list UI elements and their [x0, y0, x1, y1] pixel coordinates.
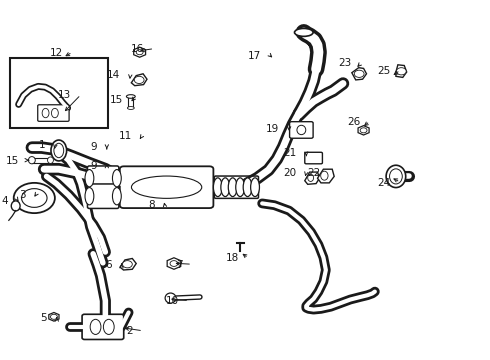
Text: 13: 13 [58, 90, 71, 100]
Text: 1: 1 [39, 140, 46, 150]
Ellipse shape [236, 178, 245, 197]
FancyBboxPatch shape [88, 184, 119, 208]
FancyBboxPatch shape [305, 152, 322, 164]
Circle shape [122, 261, 132, 268]
Ellipse shape [221, 178, 230, 197]
Bar [128, 96, 133, 108]
Text: 25: 25 [377, 66, 391, 76]
Text: 15: 15 [5, 156, 19, 166]
Circle shape [360, 128, 367, 133]
Circle shape [354, 70, 364, 77]
Ellipse shape [54, 143, 64, 158]
Ellipse shape [294, 28, 313, 36]
Text: 10: 10 [166, 296, 179, 306]
Text: 14: 14 [107, 70, 121, 80]
Text: 23: 23 [338, 58, 351, 68]
Polygon shape [305, 172, 319, 184]
Text: 12: 12 [49, 48, 63, 58]
Ellipse shape [28, 157, 35, 164]
Text: 22: 22 [308, 168, 321, 178]
Bar [32, 158, 50, 163]
Text: 15: 15 [110, 95, 123, 105]
Ellipse shape [85, 188, 94, 205]
Text: 21: 21 [283, 148, 296, 158]
Polygon shape [120, 258, 136, 270]
FancyBboxPatch shape [120, 166, 214, 208]
Ellipse shape [165, 293, 176, 303]
Polygon shape [358, 126, 369, 135]
Circle shape [22, 189, 47, 207]
Ellipse shape [320, 171, 328, 180]
Polygon shape [396, 65, 407, 77]
Text: 8: 8 [148, 200, 155, 210]
Polygon shape [131, 74, 147, 86]
Ellipse shape [90, 319, 101, 334]
Ellipse shape [213, 178, 222, 197]
Circle shape [134, 76, 144, 84]
Ellipse shape [297, 125, 306, 135]
Polygon shape [134, 47, 146, 57]
Bar [10, 58, 108, 128]
Polygon shape [352, 68, 367, 80]
Text: 4: 4 [1, 195, 8, 206]
Ellipse shape [127, 107, 134, 109]
Text: 20: 20 [283, 168, 296, 178]
Text: 3: 3 [19, 190, 26, 200]
Text: 11: 11 [119, 131, 132, 141]
Text: 5: 5 [40, 313, 47, 323]
Ellipse shape [11, 201, 20, 211]
Ellipse shape [42, 108, 49, 118]
FancyBboxPatch shape [290, 122, 313, 138]
Text: 16: 16 [131, 44, 145, 54]
Text: 2: 2 [126, 326, 133, 336]
Ellipse shape [85, 170, 94, 187]
Ellipse shape [103, 319, 114, 334]
Ellipse shape [131, 176, 202, 198]
Ellipse shape [308, 174, 314, 181]
Text: 9: 9 [90, 141, 97, 152]
Polygon shape [318, 169, 334, 183]
Text: 24: 24 [377, 177, 391, 188]
Ellipse shape [386, 165, 406, 188]
Circle shape [396, 68, 406, 75]
Ellipse shape [126, 95, 135, 98]
Text: 7: 7 [175, 260, 182, 270]
Ellipse shape [113, 170, 122, 187]
Ellipse shape [250, 178, 260, 197]
Circle shape [170, 261, 178, 266]
Ellipse shape [243, 178, 252, 197]
Text: 26: 26 [347, 117, 360, 127]
Text: 19: 19 [266, 124, 279, 134]
Ellipse shape [113, 188, 122, 205]
Polygon shape [167, 258, 181, 269]
Circle shape [14, 183, 55, 213]
Text: 6: 6 [105, 260, 112, 270]
Text: 17: 17 [247, 51, 261, 61]
Ellipse shape [51, 108, 58, 118]
Ellipse shape [390, 169, 402, 184]
Ellipse shape [228, 178, 237, 197]
Text: 9: 9 [90, 161, 97, 171]
FancyBboxPatch shape [82, 314, 123, 339]
Ellipse shape [48, 157, 53, 163]
FancyBboxPatch shape [38, 105, 69, 121]
Ellipse shape [51, 140, 67, 161]
Circle shape [136, 50, 143, 55]
Circle shape [50, 314, 57, 319]
FancyBboxPatch shape [88, 166, 119, 190]
Polygon shape [49, 312, 59, 321]
Text: 18: 18 [225, 253, 239, 264]
